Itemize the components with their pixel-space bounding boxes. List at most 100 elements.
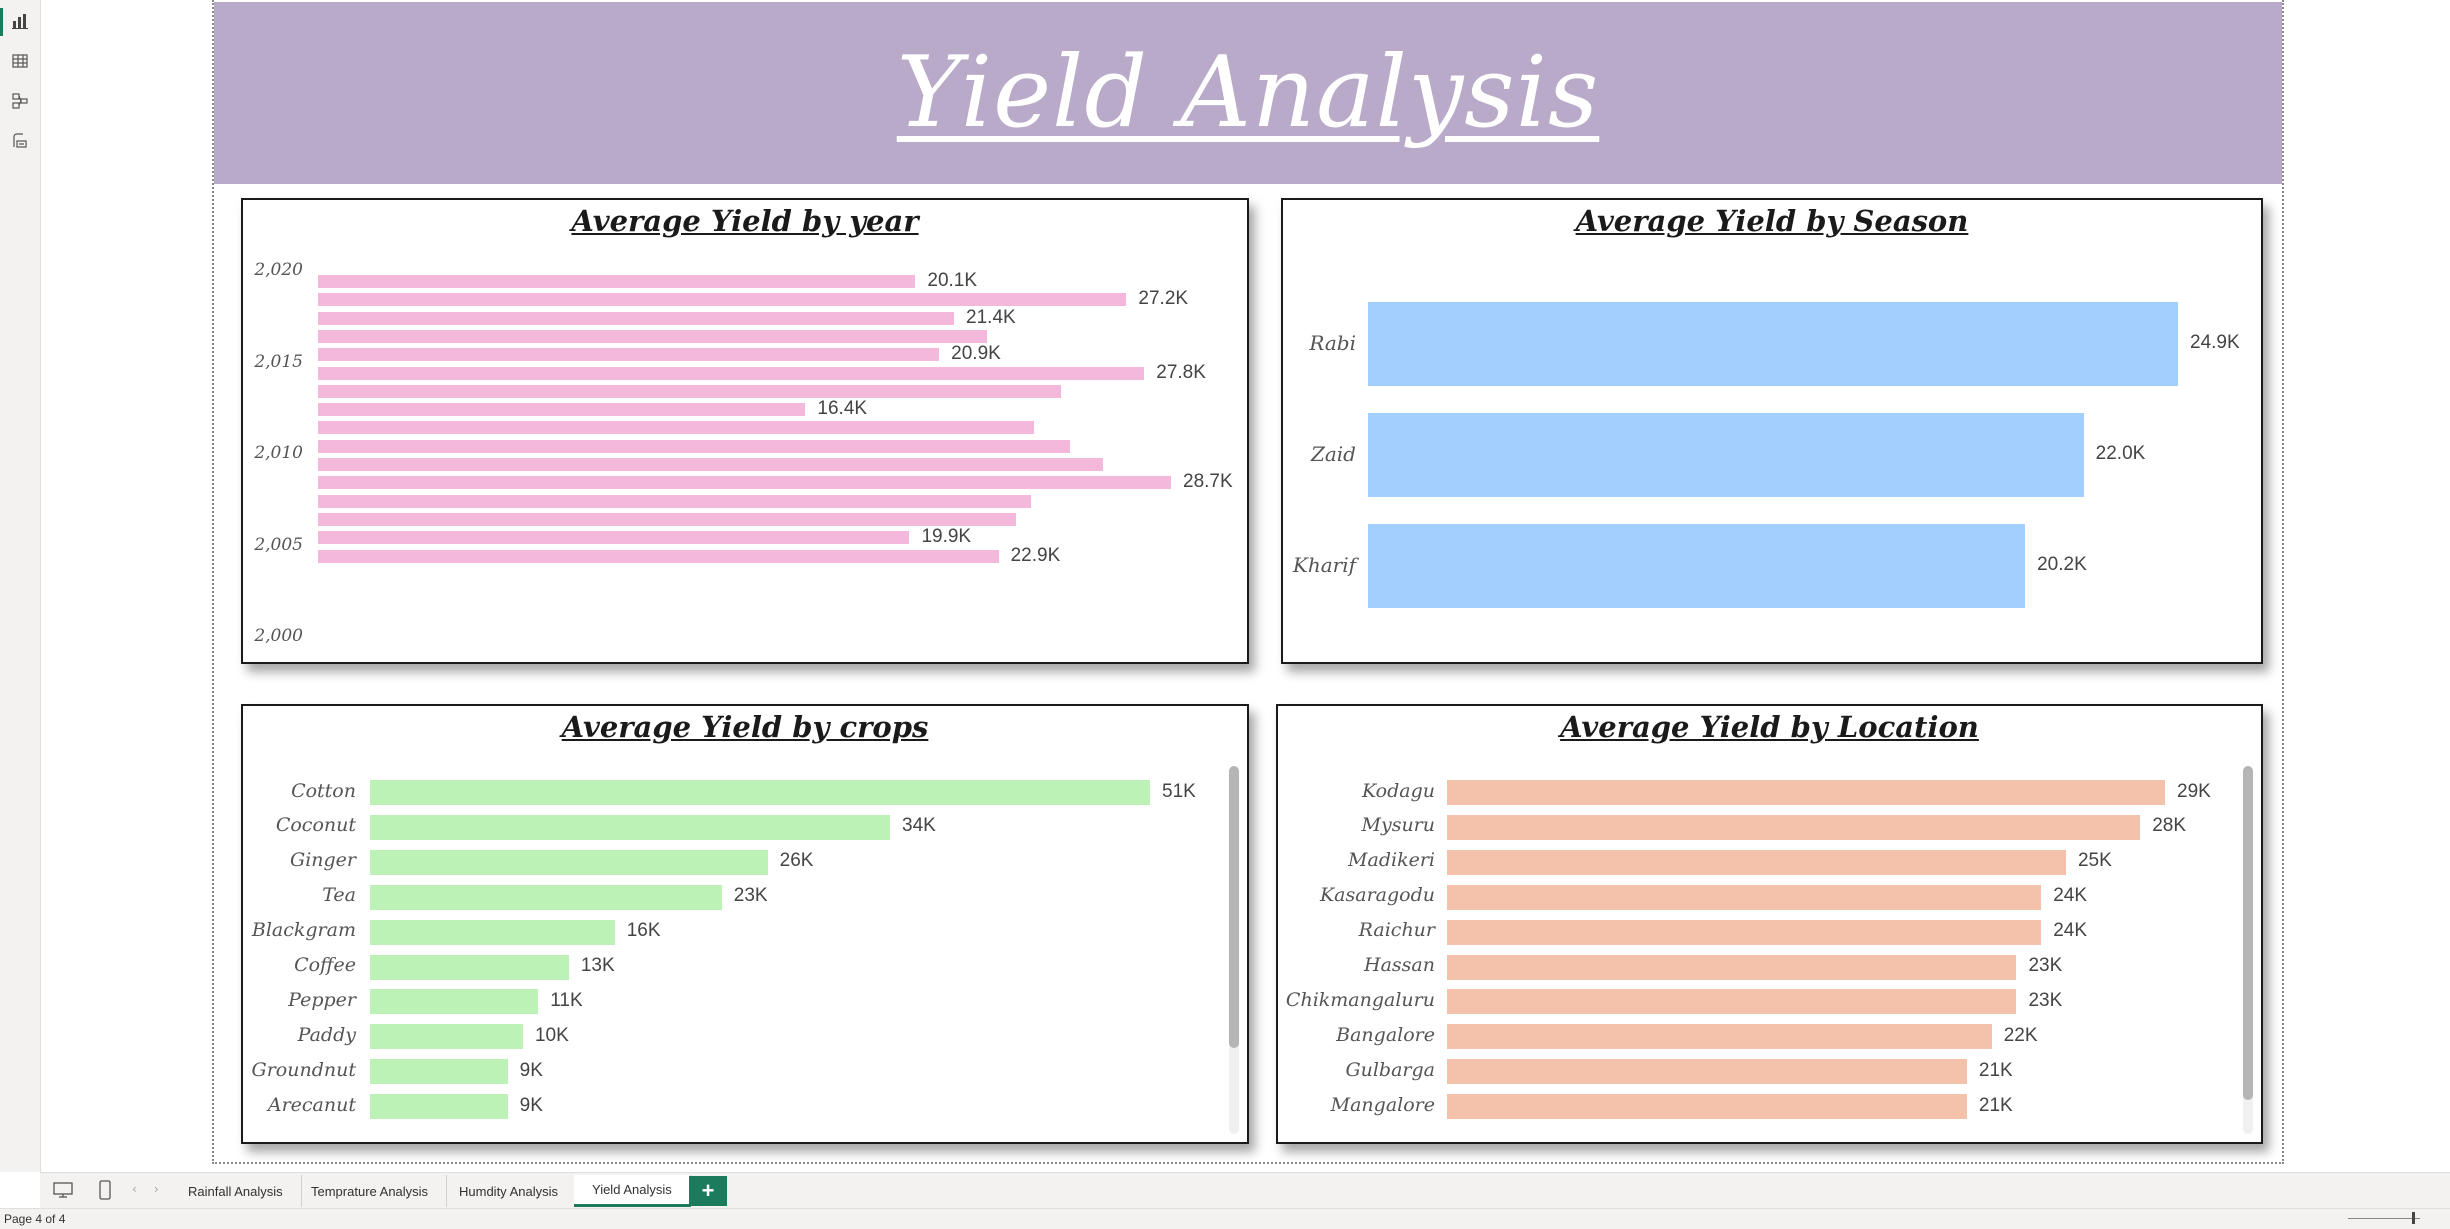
location-data-label: 29K <box>2177 780 2211 802</box>
year-tick-label: 2,010 <box>254 443 303 463</box>
crops-bar <box>370 849 768 875</box>
model-view-icon[interactable] <box>9 90 31 112</box>
season-bar <box>1368 302 2178 386</box>
active-view-indicator <box>0 8 3 36</box>
crops-data-label: 16K <box>626 920 661 942</box>
year-bar <box>318 512 1017 526</box>
crops-category-label: Arecanut <box>267 1093 356 1116</box>
next-page-icon[interactable]: › <box>154 1182 159 1196</box>
crops-data-label: 51K <box>1162 780 1196 802</box>
year-tick-label: 2,020 <box>254 260 303 280</box>
year-bar <box>318 439 1070 453</box>
year-bar <box>318 293 1127 307</box>
tab-rainfall-analysis[interactable]: Rainfall Analysis <box>170 1175 302 1207</box>
add-page-button[interactable]: + <box>689 1176 727 1206</box>
crops-category-label: Paddy <box>297 1023 356 1046</box>
year-bar <box>318 403 806 417</box>
year-bar <box>318 494 1032 508</box>
desktop-layout-icon[interactable] <box>52 1181 74 1203</box>
location-bar <box>1447 1024 1992 1050</box>
year-tick-label: 2,015 <box>254 351 303 372</box>
crops-data-label: 26K <box>779 850 814 872</box>
location-chart-title: Average Yield by Location <box>1560 710 1979 744</box>
crops-data-label: 23K <box>733 885 768 907</box>
location-category-label: Madikeri <box>1348 849 1435 872</box>
tab-label: Yield Analysis <box>592 1182 672 1197</box>
year-bar <box>318 421 1035 435</box>
year-tick-label: 2,005 <box>254 534 303 555</box>
crops-category-label: Blackgram <box>251 919 356 942</box>
year-bar <box>318 348 940 362</box>
year-bar <box>318 476 1171 490</box>
season-category-label: Zaid <box>1310 442 1356 466</box>
tab-temprature-analysis[interactable]: Temprature Analysis <box>293 1175 448 1207</box>
crops-category-label: Groundnut <box>251 1058 356 1081</box>
location-data-label: 21K <box>1978 1059 2013 1081</box>
location-bar <box>1447 954 2017 980</box>
location-category-label: Raichur <box>1358 919 1435 942</box>
season-category-label: Kharif <box>1292 553 1356 577</box>
year-bar <box>318 531 910 545</box>
tab-humdity-analysis[interactable]: Humdity Analysis <box>441 1175 577 1207</box>
crops-bar <box>370 1094 508 1120</box>
crops-scrollbar-thumb[interactable] <box>1229 766 1239 1048</box>
year-data-label: 27.8K <box>1156 361 1206 383</box>
location-scrollbar-thumb[interactable] <box>2243 766 2253 1100</box>
year-data-label: 16.4K <box>817 398 868 420</box>
location-category-label: Bangalore <box>1336 1023 1435 1046</box>
location-chart-card[interactable]: Average Yield by Location Kodagu 29K Mysur… <box>1276 704 2263 1144</box>
season-bar <box>1368 524 2026 608</box>
crops-data-label: 11K <box>550 989 583 1011</box>
location-category-label: Kodagu <box>1361 779 1435 802</box>
location-data-label: 28K <box>2152 815 2187 837</box>
location-bar <box>1447 989 2017 1015</box>
crops-bar <box>370 1024 523 1050</box>
report-view-icon[interactable] <box>9 10 31 32</box>
crops-bar <box>370 884 722 910</box>
location-bar <box>1447 1059 1967 1085</box>
crops-category-label: Pepper <box>288 988 356 1011</box>
crops-category-label: Tea <box>322 884 356 907</box>
season-data-label: 22.0K <box>2095 443 2146 464</box>
crops-data-label: 9K <box>519 1094 543 1116</box>
season-data-label: 20.2K <box>2037 554 2087 575</box>
crops-data-label: 13K <box>580 955 615 976</box>
year-chart-card[interactable]: Average Yield by year 2,020 2,015 2,010 2,0… <box>241 198 1249 664</box>
crops-chart-card[interactable]: Average Yield by crops Cotton 51K Coconut 3… <box>241 704 1249 1144</box>
crops-data-label: 9K <box>519 1059 543 1081</box>
year-data-label: 27.2K <box>1138 288 1189 310</box>
year-bar <box>318 384 1062 398</box>
year-data-label: 20.9K <box>951 343 1001 365</box>
location-category-label: Mysuru <box>1361 814 1436 837</box>
mobile-layout-icon[interactable] <box>98 1179 112 1205</box>
view-switcher-rail <box>0 0 41 1172</box>
dax-query-icon[interactable] <box>9 130 31 152</box>
location-bar <box>1447 780 2165 805</box>
season-data-label: 24.9K <box>2190 332 2240 353</box>
crops-category-label: Coconut <box>275 814 356 837</box>
zoom-slider[interactable] <box>2348 1218 2420 1219</box>
season-chart-title: Average Yield by Season <box>1575 204 1969 238</box>
crops-category-label: Ginger <box>290 849 356 872</box>
title-banner: Yield Analysis <box>214 2 2282 184</box>
year-data-label: 20.1K <box>927 270 978 291</box>
location-category-label: Chikmangaluru <box>1285 988 1435 1011</box>
page-title: Yield Analysis <box>896 36 1600 150</box>
prev-page-icon[interactable]: ‹ <box>132 1182 137 1196</box>
tab-yield-analysis[interactable]: Yield Analysis <box>574 1175 691 1207</box>
tab-label: Rainfall Analysis <box>188 1183 283 1199</box>
location-category-label: Gulbarga <box>1345 1058 1435 1081</box>
zoom-slider-thumb[interactable] <box>2412 1212 2415 1224</box>
location-data-label: 21K <box>1978 1094 2013 1116</box>
table-view-icon[interactable] <box>9 50 31 72</box>
crops-category-label: Coffee <box>294 954 356 976</box>
location-data-label: 22K <box>2003 1024 2038 1046</box>
tab-label: Humdity Analysis <box>459 1183 558 1199</box>
page-indicator: Page 4 of 4 <box>4 1212 66 1226</box>
year-bar <box>318 458 1103 471</box>
location-bar <box>1447 849 2066 875</box>
season-chart-card[interactable]: Average Yield by Season Rabi 24.9K Zaid 22.… <box>1281 198 2263 664</box>
page-tab-bar: ‹ › Rainfall Analysis Temprature Analysi… <box>40 1172 2450 1209</box>
location-bar <box>1447 919 2042 945</box>
location-data-label: 23K <box>2028 989 2063 1011</box>
